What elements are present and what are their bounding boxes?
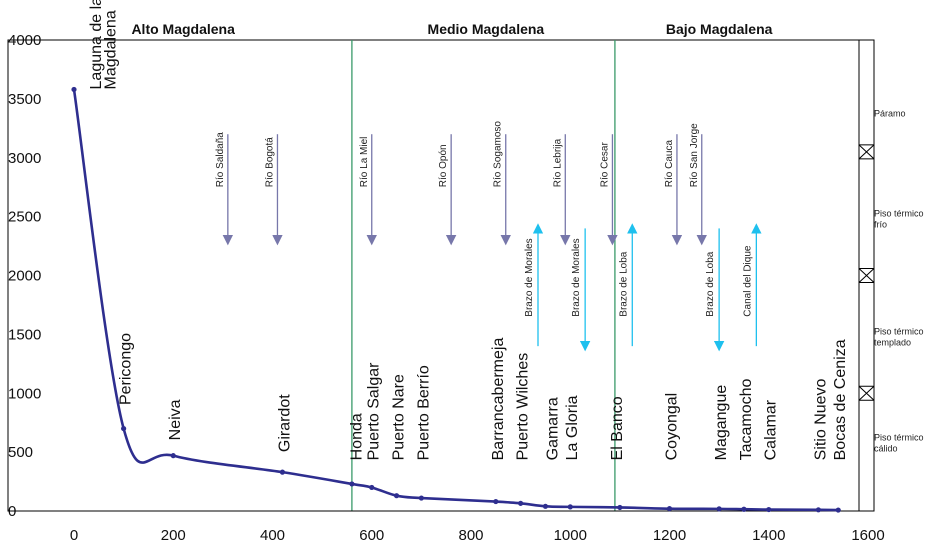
tributary-label: Río La Miel <box>359 137 370 188</box>
zone-label: templado <box>874 337 911 347</box>
place-label: La Gloria <box>564 395 581 460</box>
branch-label: Brazo de Morales <box>571 238 582 316</box>
zone-boundary-cross <box>858 268 875 283</box>
data-point <box>170 453 176 459</box>
section-label: Medio Magdalena <box>428 21 545 37</box>
place-label: Honda <box>348 413 365 460</box>
place-label: Gamarra <box>544 397 561 460</box>
place-label: Magangue <box>713 385 730 461</box>
data-point <box>617 504 623 511</box>
tributary-label: Río Lebrija <box>552 138 563 187</box>
branch-label: Brazo de Morales <box>524 238 535 316</box>
place-label: El Banco <box>609 396 626 460</box>
x-tick-label: 1600 <box>851 527 884 544</box>
section-dividers <box>351 40 616 511</box>
data-point <box>279 469 286 475</box>
data-point <box>493 498 499 505</box>
tributary-label: Río Sogamoso <box>493 121 504 188</box>
x-tick-label: 800 <box>458 527 483 544</box>
data-point <box>542 503 549 509</box>
zone-label: Piso térmico <box>874 209 924 219</box>
data-point <box>766 506 772 513</box>
x-tick-label: 0 <box>70 527 78 544</box>
data-point <box>716 506 722 512</box>
x-tick-label: 1000 <box>554 527 587 544</box>
section-label: Alto Magdalena <box>131 21 235 37</box>
y-tick-label: 500 <box>8 444 33 461</box>
place-label: Magdalena <box>103 10 120 89</box>
tributary-label: Río Bogotá <box>264 137 275 187</box>
data-point <box>518 500 524 506</box>
x-tick-label: 600 <box>359 527 384 544</box>
place-label: Coyongal <box>664 393 681 461</box>
tributary-label: Río Saldaña <box>215 132 226 187</box>
x-tick-label: 1200 <box>653 527 686 544</box>
tributary-label: Río Cauca <box>664 140 675 188</box>
place-label: Bocas de Ceniza <box>832 339 849 460</box>
x-tick-label: 1400 <box>752 527 785 544</box>
zone-label: Piso térmico <box>874 326 924 336</box>
y-tick-label: 2500 <box>8 209 41 226</box>
zone-label: cálido <box>874 443 898 453</box>
place-label: Neiva <box>167 399 184 440</box>
data-point <box>835 507 841 513</box>
tributary-label: Río Cesar <box>599 142 610 188</box>
place-label: Laguna de la <box>88 0 105 89</box>
y-tick-label: 2000 <box>8 268 41 285</box>
place-label: Calamar <box>763 399 780 460</box>
place-label: Pericongo <box>118 333 135 405</box>
data-point <box>71 86 77 93</box>
zone-boundary-cross <box>858 144 875 160</box>
place-label: Sitio Nuevo <box>812 378 829 460</box>
x-axis: 0 200 400 600 800 1000 1200 1400 1600 <box>8 510 885 544</box>
data-point <box>349 481 355 487</box>
tributary-arrows: Río Saldaña Río Bogotá Río La Miel Río Opón… <box>215 121 707 246</box>
y-tick-label: 3500 <box>8 91 41 108</box>
y-tick-label: 1500 <box>8 326 41 343</box>
place-label: Tacamocho <box>738 378 755 460</box>
branch-label: Brazo de Loba <box>705 251 716 316</box>
place-label: Girardot <box>276 394 293 452</box>
section-labels: Alto Magdalena Medio Magdalena Bajo Magdal… <box>131 21 772 37</box>
place-label: Puerto Berrío <box>415 365 432 460</box>
zone-boundary-cross <box>858 385 875 401</box>
place-label: Puerto Salgar <box>366 362 383 461</box>
data-point <box>121 425 127 432</box>
data-point <box>666 506 673 512</box>
data-point <box>741 506 747 512</box>
x-tick-label: 400 <box>260 527 285 544</box>
x-tick-label: 200 <box>161 527 186 544</box>
data-point <box>393 493 400 499</box>
zone-label: frío <box>874 220 887 230</box>
data-point <box>369 484 375 491</box>
data-point <box>815 507 821 513</box>
branch-label: Brazo de Loba <box>618 251 629 316</box>
data-point <box>418 495 424 501</box>
tributary-label: Río Opón <box>438 144 449 187</box>
branch-arrows: Brazo de Morales Brazo de Morales Brazo de… <box>524 223 762 352</box>
y-tick-label: 3000 <box>8 150 41 167</box>
place-label: Barrancabermeja <box>490 338 507 461</box>
y-tick-label: 4000 <box>8 32 41 49</box>
zone-label: Páramo <box>874 109 906 119</box>
elevation-line <box>71 86 841 513</box>
y-tick-label: 1000 <box>8 385 41 402</box>
branch-label: Canal del Dique <box>742 245 753 317</box>
data-point <box>567 504 573 510</box>
place-label: Puerto Nare <box>391 374 408 460</box>
section-label: Bajo Magdalena <box>666 21 773 37</box>
tributary-label: Río San Jorge <box>689 123 700 187</box>
place-label: Puerto Wilches <box>515 353 532 461</box>
zone-label: Piso térmico <box>874 432 924 442</box>
